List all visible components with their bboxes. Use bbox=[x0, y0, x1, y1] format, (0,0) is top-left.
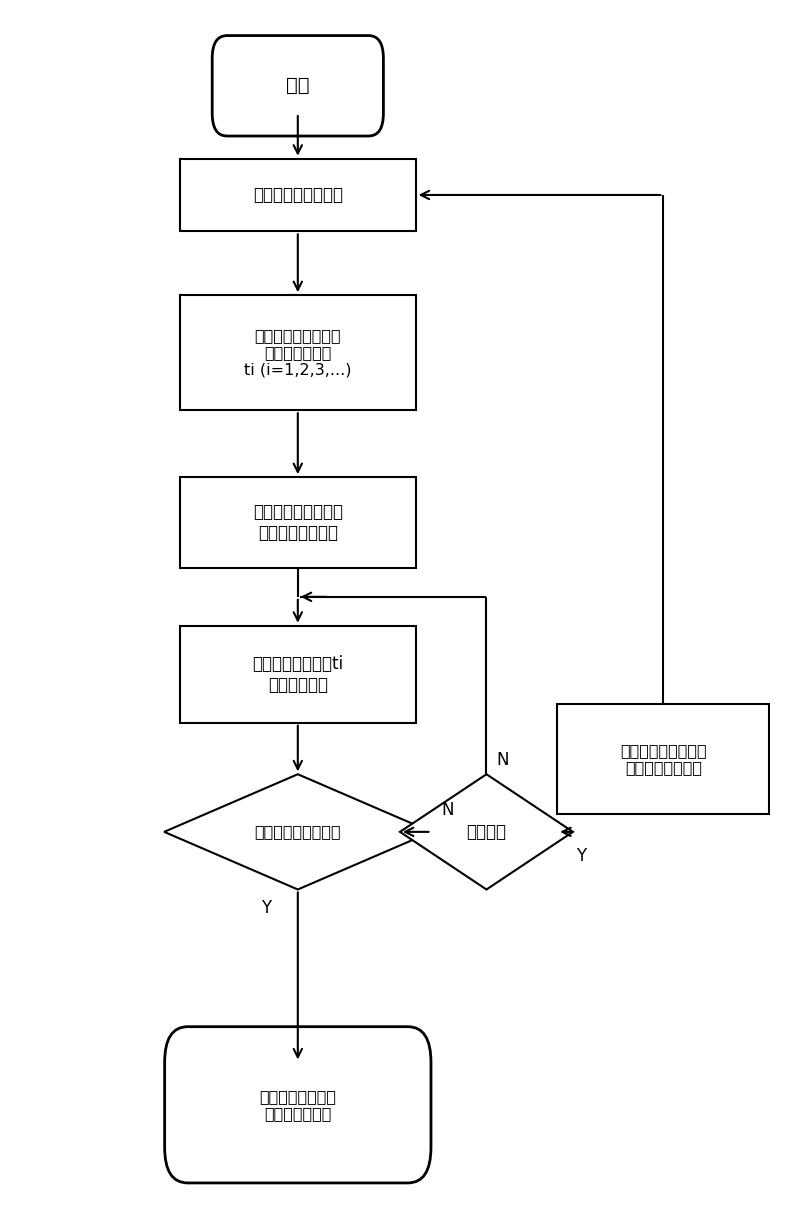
FancyBboxPatch shape bbox=[165, 1027, 431, 1183]
Text: 变频器解锁，发第一
组逆变桥触发脉冲: 变频器解锁，发第一 组逆变桥触发脉冲 bbox=[253, 503, 343, 542]
Text: 开始: 开始 bbox=[286, 76, 310, 96]
Text: 低速运行阶段结束
切换至自然换相: 低速运行阶段结束 切换至自然换相 bbox=[259, 1088, 336, 1121]
Bar bbox=[180, 158, 416, 232]
Text: 是否达到自然换相点: 是否达到自然换相点 bbox=[254, 825, 341, 839]
Text: 是否超时: 是否超时 bbox=[466, 823, 506, 840]
FancyBboxPatch shape bbox=[212, 36, 383, 136]
Text: Y: Y bbox=[576, 847, 586, 865]
Text: N: N bbox=[441, 801, 454, 820]
Text: 在强迫换相点时刻ti
进行强迫换向: 在强迫换相点时刻ti 进行强迫换向 bbox=[252, 655, 343, 693]
Bar bbox=[180, 626, 416, 723]
Bar bbox=[180, 477, 416, 568]
Text: 停机，并重设变频启
动的恒定加速度值: 停机，并重设变频启 动的恒定加速度值 bbox=[620, 742, 706, 775]
Text: Y: Y bbox=[262, 898, 271, 917]
Bar bbox=[558, 704, 770, 814]
Bar bbox=[180, 294, 416, 410]
Text: 计算转子初始位置角: 计算转子初始位置角 bbox=[253, 187, 343, 204]
Polygon shape bbox=[400, 774, 573, 890]
Polygon shape bbox=[164, 774, 431, 890]
Text: N: N bbox=[496, 751, 509, 768]
Text: 计算低速阶段逆变桥
各强迫换相时刻
ti (i=1,2,3,...): 计算低速阶段逆变桥 各强迫换相时刻 ti (i=1,2,3,...) bbox=[244, 328, 351, 378]
